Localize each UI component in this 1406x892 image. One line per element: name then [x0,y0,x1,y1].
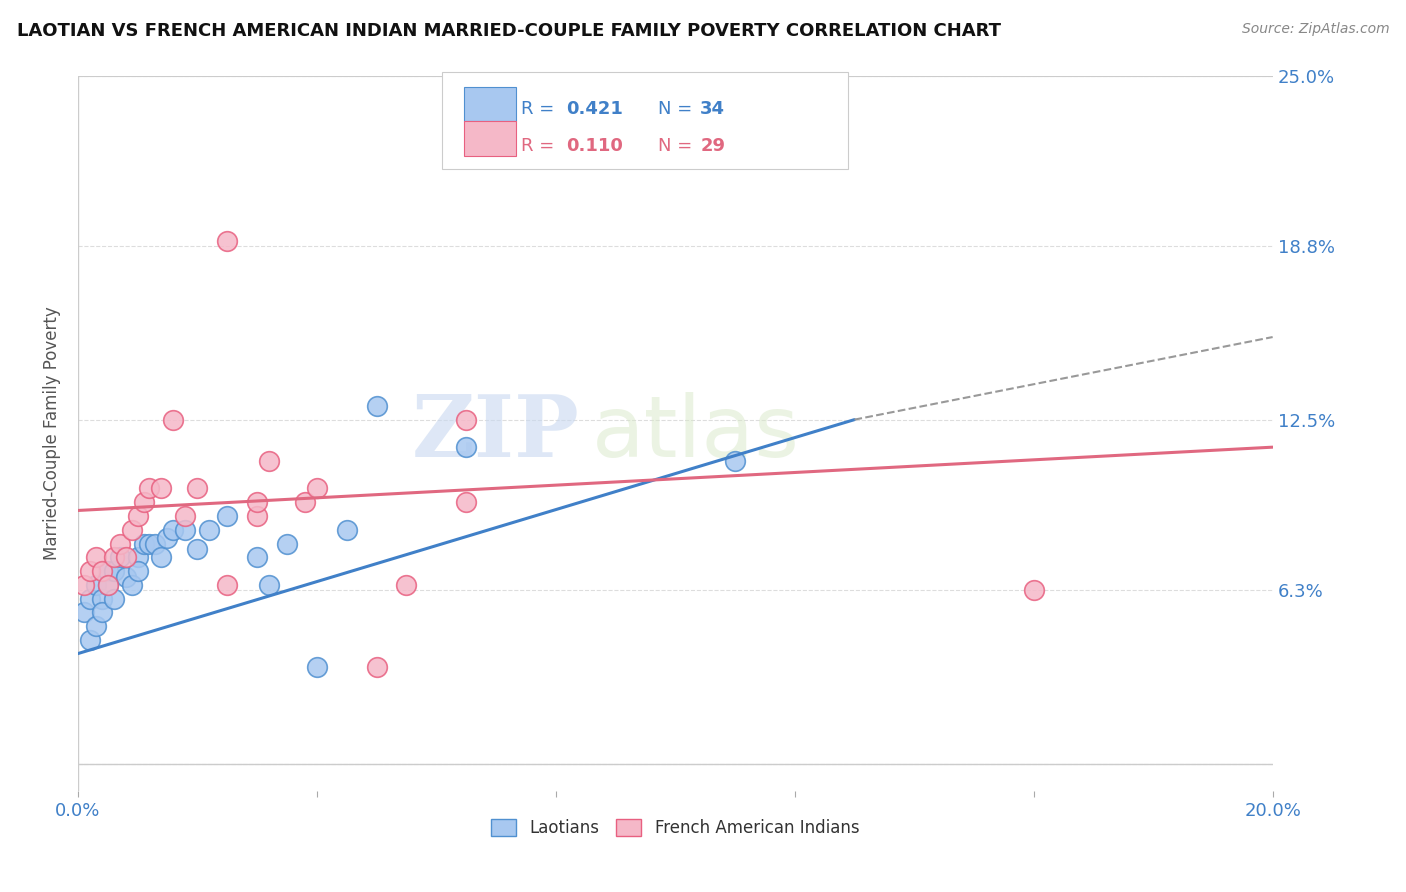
Point [246,495,269,509]
Point [127,550,149,565]
Point [456,495,478,509]
Text: R =: R = [522,100,560,118]
Point [138,482,160,496]
Point [121,523,143,537]
Text: 29: 29 [700,136,725,154]
Point [485,123,508,137]
Point [305,660,328,674]
Point [294,495,316,509]
Point [108,550,131,565]
Text: N =: N = [658,136,699,154]
FancyBboxPatch shape [443,72,848,169]
Point [114,569,136,583]
Point [366,399,388,413]
Point [73,605,96,619]
Point [84,550,107,565]
Point [257,578,280,592]
Legend: Laotians, French American Indians: Laotians, French American Indians [485,813,866,844]
Point [97,578,120,592]
Point [90,605,112,619]
Point [174,508,197,523]
Point [108,536,131,550]
Point [79,564,101,578]
Text: atlas: atlas [592,392,800,475]
Text: N =: N = [658,100,699,118]
FancyBboxPatch shape [464,87,516,121]
Text: 0.110: 0.110 [567,136,623,154]
Point [186,482,208,496]
Point [246,508,269,523]
Point [84,619,107,633]
Point [90,591,112,606]
Point [156,531,179,545]
Point [456,412,478,426]
Point [217,578,239,592]
Point [174,523,197,537]
Point [162,523,184,537]
Y-axis label: Married-Couple Family Poverty: Married-Couple Family Poverty [44,307,60,560]
Point [198,523,221,537]
Text: 34: 34 [700,100,725,118]
Point [132,536,155,550]
Point [114,550,136,565]
Point [132,495,155,509]
Point [79,632,101,647]
Text: ZIP: ZIP [412,392,579,475]
Point [138,536,160,550]
FancyBboxPatch shape [464,121,516,156]
Point [395,578,418,592]
Point [97,578,120,592]
Point [150,550,173,565]
Point [79,591,101,606]
Text: R =: R = [522,136,560,154]
Text: 0.421: 0.421 [567,100,623,118]
Point [246,550,269,565]
Point [121,578,143,592]
Point [336,523,359,537]
Point [162,412,184,426]
Point [1022,583,1045,598]
Text: Source: ZipAtlas.com: Source: ZipAtlas.com [1241,22,1389,37]
Point [73,578,96,592]
Point [103,550,125,565]
Point [127,564,149,578]
Point [90,564,112,578]
Point [276,536,298,550]
Point [217,234,239,248]
Point [84,578,107,592]
Point [366,660,388,674]
Point [186,541,208,556]
Point [103,564,125,578]
Point [150,482,173,496]
Point [127,508,149,523]
Point [257,454,280,468]
Point [724,454,747,468]
Point [217,508,239,523]
Text: LAOTIAN VS FRENCH AMERICAN INDIAN MARRIED-COUPLE FAMILY POVERTY CORRELATION CHAR: LAOTIAN VS FRENCH AMERICAN INDIAN MARRIE… [17,22,1001,40]
Point [456,440,478,454]
Point [97,564,120,578]
Point [305,482,328,496]
Point [103,591,125,606]
Point [145,536,167,550]
